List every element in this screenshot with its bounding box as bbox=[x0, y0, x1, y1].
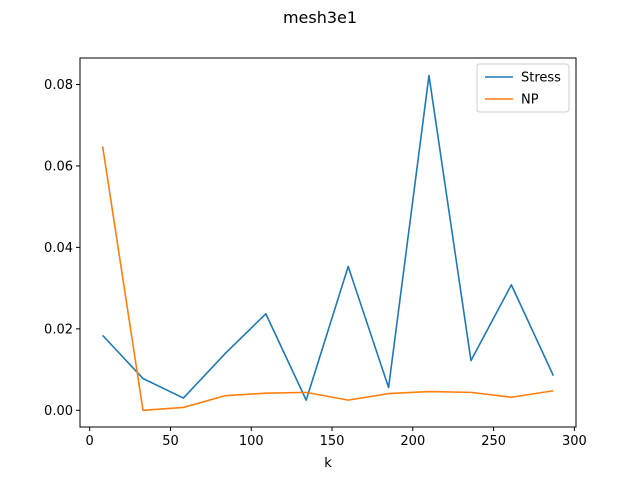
plot-area bbox=[79, 57, 577, 428]
x-tick-label: 50 bbox=[162, 434, 179, 449]
y-tick-label: 0.00 bbox=[44, 404, 73, 419]
legend: Stress NP bbox=[476, 63, 570, 113]
x-tick-label: 100 bbox=[239, 434, 264, 449]
legend-label: NP bbox=[521, 93, 539, 108]
legend-label: Stress bbox=[521, 71, 561, 86]
x-tick-label: 0 bbox=[86, 434, 94, 449]
x-tick-label: 300 bbox=[562, 434, 587, 449]
y-tick-label: 0.06 bbox=[44, 159, 73, 174]
series-line-np bbox=[101, 146, 554, 412]
x-axis: 0 50 100 150 200 250 300 bbox=[86, 427, 587, 449]
chart-title: mesh3e1 bbox=[283, 8, 357, 27]
series-lines bbox=[101, 74, 555, 412]
y-tick-label: 0.02 bbox=[44, 322, 73, 337]
x-axis-label: k bbox=[324, 456, 332, 471]
x-tick-label: 250 bbox=[481, 434, 506, 449]
x-tick-label: 200 bbox=[400, 434, 425, 449]
legend-box bbox=[476, 63, 570, 113]
y-tick-label: 0.08 bbox=[44, 78, 73, 93]
y-tick-label: 0.04 bbox=[44, 241, 73, 256]
series-line-stress bbox=[102, 74, 555, 401]
y-axis: 0.00 0.02 0.04 0.06 0.08 bbox=[44, 78, 80, 419]
x-tick-label: 150 bbox=[320, 434, 345, 449]
